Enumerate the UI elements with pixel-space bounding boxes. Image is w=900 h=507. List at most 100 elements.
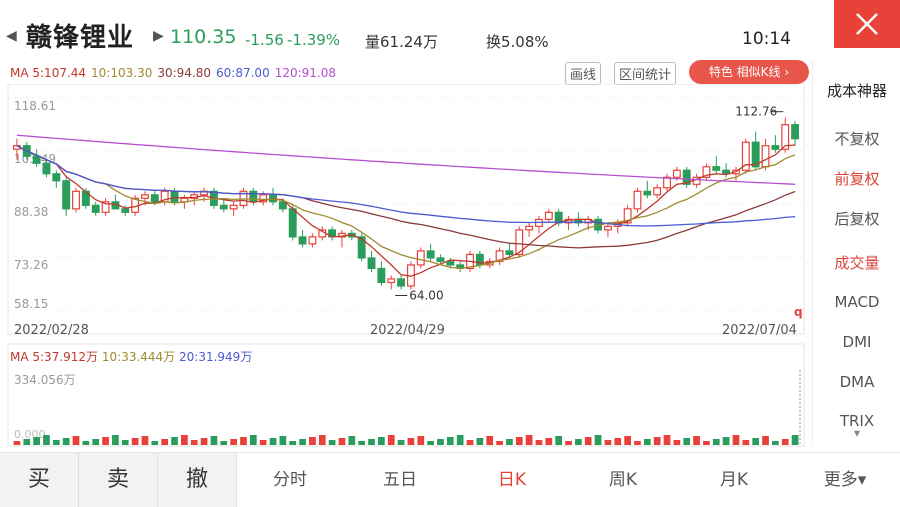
- volume-bar: [397, 440, 405, 445]
- volume-bar: [476, 438, 484, 445]
- ma30-line: [16, 145, 796, 249]
- volume-bar: [338, 438, 346, 445]
- ma10-value: 10:103.30: [91, 66, 153, 80]
- volume-bar: [584, 437, 592, 445]
- candle-body: [633, 190, 642, 210]
- indicator-side-panel: 成本神器 不复权 前复权 后复权 成交量 MACD DMI DMA TRIX ▾: [812, 60, 900, 446]
- volume-bar: [112, 435, 119, 445]
- quote-time: 10:14: [742, 29, 791, 49]
- volume: 量61.24万: [365, 33, 438, 51]
- volume-chart[interactable]: [0, 340, 812, 448]
- cancel-order-button[interactable]: 撤: [158, 453, 237, 507]
- buy-button[interactable]: 买: [0, 453, 79, 507]
- volume-bar: [624, 436, 631, 445]
- side-item-no-adjust[interactable]: 不复权: [834, 130, 880, 148]
- volume-bar: [161, 439, 169, 445]
- volume-bar: [762, 436, 769, 445]
- side-item-dmi[interactable]: DMI: [842, 333, 872, 351]
- volume-bar: [703, 441, 710, 445]
- volume-bar: [279, 436, 287, 445]
- current-price: 110.35: [170, 26, 237, 48]
- candle-body: [781, 124, 790, 150]
- similar-kline-button[interactable]: 特色 相似K线 ›: [689, 60, 809, 84]
- candle-body: [278, 201, 287, 210]
- side-item-dma[interactable]: DMA: [839, 373, 875, 391]
- candle-body: [623, 208, 632, 224]
- side-item-forward-adjust[interactable]: 前复权: [834, 170, 880, 188]
- ma60-line: [16, 145, 796, 227]
- volume-bar: [240, 437, 247, 445]
- volume-bar: [210, 436, 218, 445]
- candle-body: [397, 278, 406, 287]
- sell-button[interactable]: 卖: [79, 453, 158, 507]
- candle-body: [672, 169, 681, 178]
- volume-bar: [220, 441, 228, 445]
- candle-body: [436, 257, 445, 263]
- volume-bar: [378, 437, 385, 445]
- volume-bar: [712, 439, 720, 445]
- close-icon: [856, 13, 878, 35]
- x-date-label: 2022/04/29: [370, 323, 445, 338]
- vol-ma10-value: 10:33.444万: [101, 350, 176, 364]
- volume-bar: [683, 438, 691, 445]
- tab-intraday[interactable]: 分时: [273, 470, 307, 490]
- ma5-line: [16, 144, 796, 277]
- side-item-trix[interactable]: TRIX: [839, 412, 875, 426]
- volume-bar: [555, 436, 563, 445]
- volume-bar: [446, 437, 454, 445]
- candle-body: [288, 208, 297, 238]
- volume-bar: [634, 441, 641, 445]
- candle-body: [495, 250, 504, 263]
- close-button[interactable]: [834, 0, 900, 48]
- side-item-backward-adjust[interactable]: 后复权: [834, 210, 880, 228]
- vol-ma20-value: 20:31.949万: [179, 350, 253, 364]
- volume-bar: [151, 441, 159, 445]
- tab-daily-k[interactable]: 日K: [497, 470, 527, 490]
- y-tick-label: 118.61: [14, 99, 56, 113]
- candle-body: [544, 211, 553, 220]
- candle-body: [771, 145, 780, 150]
- candle-body: [446, 260, 455, 266]
- volume-bar: [515, 437, 523, 445]
- tab-weekly-k[interactable]: 周K: [608, 470, 638, 490]
- candle-body: [702, 166, 711, 178]
- draw-line-button[interactable]: 画线: [565, 62, 602, 85]
- volume-bar: [230, 439, 237, 445]
- volume-bar: [328, 440, 336, 445]
- volume-bar: [575, 439, 582, 445]
- candle-body: [249, 190, 258, 203]
- tab-more[interactable]: 更多▾: [823, 470, 867, 490]
- volume-bar: [535, 440, 543, 445]
- candle-body: [505, 250, 514, 256]
- side-item-volume[interactable]: 成交量: [834, 254, 880, 272]
- side-item-macd[interactable]: MACD: [834, 293, 880, 311]
- quote-header: ◀ 赣锋锂业 ▶ 110.35 -1.56 -1.39% 量61.24万 换5.…: [0, 0, 900, 60]
- candle-body: [741, 141, 750, 171]
- chevron-down-icon[interactable]: ▾: [853, 426, 861, 440]
- volume-bar: [171, 437, 178, 445]
- volume-bar: [722, 437, 730, 445]
- candle-body: [525, 225, 534, 231]
- volume-bar: [387, 435, 395, 445]
- volume-bar: [772, 441, 779, 445]
- volume-bar: [456, 435, 464, 445]
- vol-ma5-value: MA 5:37.912万: [10, 350, 99, 364]
- next-stock-arrow-icon[interactable]: ▶: [153, 28, 164, 44]
- tab-five-day[interactable]: 五日: [383, 470, 417, 490]
- prev-stock-arrow-icon[interactable]: ◀: [6, 28, 17, 44]
- volume-bar: [141, 436, 149, 445]
- volume-bar: [289, 441, 297, 445]
- volume-bar: [131, 438, 139, 445]
- range-stats-button[interactable]: 区间统计: [614, 62, 677, 85]
- volume-bar: [791, 435, 799, 445]
- ma-legend: MA 5:107.44 10:103.30 30:94.80 60:87.00 120:…: [10, 66, 341, 80]
- volume-frame: [7, 343, 805, 447]
- tab-monthly-k[interactable]: 月K: [719, 470, 749, 490]
- candle-body: [72, 190, 80, 210]
- ma120-line: [16, 134, 796, 185]
- kline-chart[interactable]: 118.61103.4988.3873.2658.15112.7664.00q2…: [0, 84, 812, 340]
- candle-body: [357, 236, 366, 259]
- volume-bar: [427, 441, 434, 445]
- cost-tool-title[interactable]: 成本神器: [826, 82, 887, 100]
- volume-bar: [13, 441, 21, 445]
